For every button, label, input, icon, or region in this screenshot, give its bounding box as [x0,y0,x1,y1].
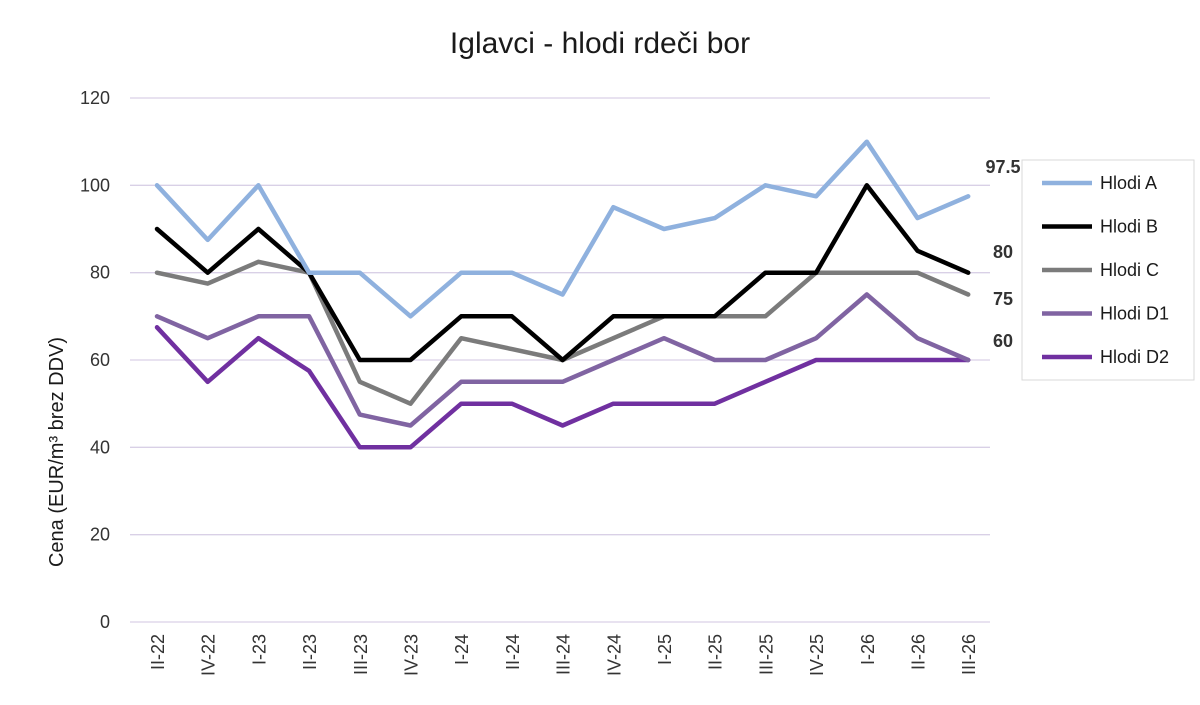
x-tick-label: I-24 [452,634,472,665]
series-line-hlodi-d1 [154,292,971,428]
x-tick-label: II-24 [503,634,523,670]
end-value-label: 60 [993,331,1013,351]
y-tick-label: 60 [90,350,110,370]
x-tick-label: III-23 [351,634,371,675]
y-tick-labels: 0 20 40 60 80 100 120 [80,88,110,632]
y-tick-label: 120 [80,88,110,108]
x-tick-label: III-25 [756,634,776,675]
x-tick-label: IV-24 [604,634,624,676]
y-axis-label: Cena (EUR/m³ brez DDV) [46,337,68,567]
x-tick-labels: II-22 IV-22 I-23 II-23 III-23 IV-23 I-24 II-24 I… [148,634,979,676]
series-line-hlodi-b [154,183,971,363]
x-tick-label: III-26 [959,634,979,675]
x-tick-label: IV-22 [199,634,219,676]
x-tick-label: II-26 [909,634,929,670]
end-value-label: 75 [993,289,1013,309]
legend-label: Hlodi D2 [1100,347,1169,367]
legend-label: Hlodi C [1100,260,1159,280]
legend-label: Hlodi D1 [1100,304,1169,324]
x-tick-label: I-23 [249,634,269,665]
x-tick-label: I-25 [655,634,675,665]
y-tick-label: 40 [90,437,110,457]
x-tick-label: III-24 [554,634,574,675]
series-line-hlodi-a [154,139,971,319]
end-value-labels: 97.5 80 75 60 [985,157,1020,351]
x-tick-label: II-23 [300,634,320,670]
x-tick-label: IV-25 [807,634,827,676]
x-tick-label: II-25 [706,634,726,670]
legend-label: Hlodi A [1100,173,1157,193]
legend: Hlodi A Hlodi B Hlodi C Hlodi D1 Hlodi D2 [1021,159,1195,381]
chart-title: Iglavci - hlodi rdeči bor [450,27,750,60]
x-tick-label: IV-23 [402,634,422,676]
series-lines [154,139,971,450]
y-tick-label: 100 [80,175,110,195]
legend-label: Hlodi B [1100,217,1158,237]
end-value-label: 80 [993,242,1013,262]
x-tick-label: I-26 [858,634,878,665]
y-tick-label: 80 [90,263,110,283]
series-line-hlodi-d2 [154,325,971,450]
y-tick-label: 20 [90,525,110,545]
y-tick-label: 0 [100,612,110,632]
end-value-label: 97.5 [985,157,1020,177]
legend-box [1021,159,1195,381]
grid-lines [130,97,990,623]
x-tick-label: II-22 [148,634,168,670]
